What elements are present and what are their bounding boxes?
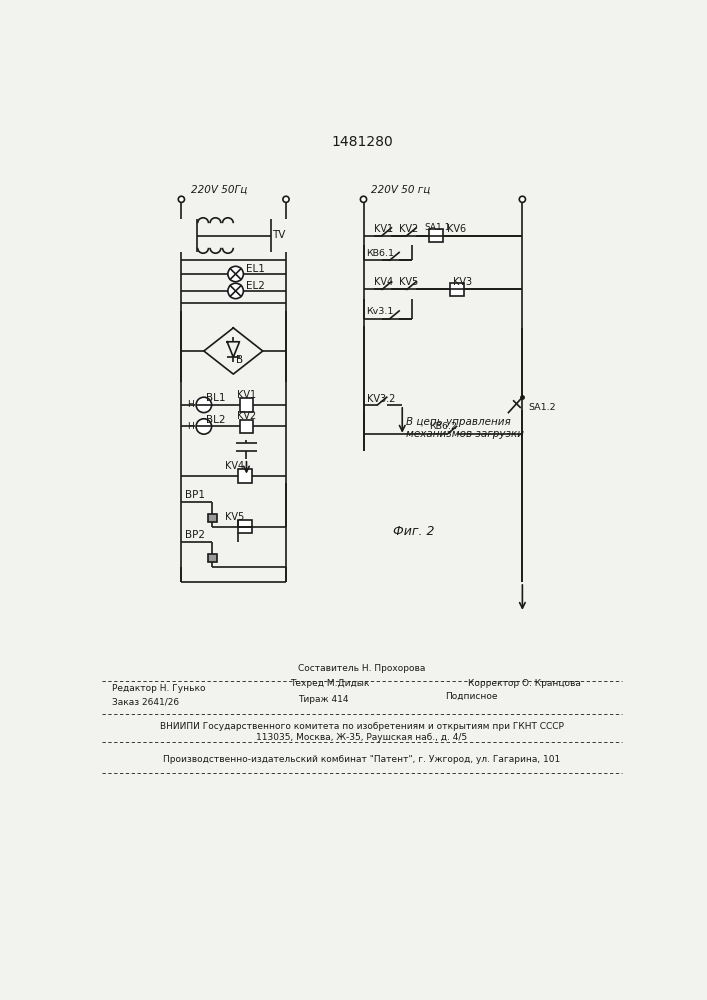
- Text: механизмов загрузки: механизмов загрузки: [406, 429, 524, 439]
- Bar: [240, 398, 253, 412]
- Bar: [240, 420, 253, 433]
- Bar: [208, 554, 217, 562]
- Bar: [208, 514, 217, 522]
- Text: KV2: KV2: [399, 224, 419, 234]
- Text: KV1: KV1: [374, 224, 394, 234]
- Bar: [238, 469, 252, 483]
- Text: ВР2: ВР2: [185, 530, 205, 540]
- Text: BL2: BL2: [206, 415, 226, 425]
- Text: SA1.2: SA1.2: [529, 403, 556, 412]
- Text: Кv3.1: Кv3.1: [367, 307, 394, 316]
- Text: TV: TV: [272, 231, 286, 240]
- Text: KV5: KV5: [225, 512, 244, 522]
- Circle shape: [228, 266, 243, 282]
- Text: KV3.2: KV3.2: [367, 394, 395, 404]
- Text: ВНИИПИ Государственного комитета по изобретениям и открытиям при ГКНТ СССР: ВНИИПИ Государственного комитета по изоб…: [160, 722, 564, 731]
- Text: КВ6.1: КВ6.1: [367, 249, 395, 258]
- Text: KV6: KV6: [448, 224, 467, 234]
- Text: KV5: KV5: [399, 277, 419, 287]
- Text: EL2: EL2: [246, 281, 264, 291]
- Circle shape: [228, 283, 243, 299]
- Bar: [238, 520, 252, 533]
- Bar: [428, 229, 443, 242]
- Circle shape: [519, 196, 525, 202]
- Text: 220V 50Гц: 220V 50Гц: [192, 184, 248, 194]
- Text: Редактор Н. Гунько: Редактор Н. Гунько: [112, 684, 205, 693]
- Text: KV4: KV4: [374, 277, 394, 287]
- Text: BL1: BL1: [206, 393, 226, 403]
- Text: КВ6.2: КВ6.2: [429, 422, 457, 431]
- Text: Составитель Н. Прохорова: Составитель Н. Прохорова: [298, 664, 426, 673]
- Text: Подписное: Подписное: [445, 691, 498, 700]
- Text: KV1: KV1: [237, 390, 257, 400]
- Text: Тираж 414: Тираж 414: [298, 695, 348, 704]
- Text: В цепь управления: В цепь управления: [406, 417, 511, 427]
- Circle shape: [361, 196, 367, 202]
- Text: Н: Н: [187, 400, 194, 409]
- Text: EL1: EL1: [246, 264, 264, 274]
- Circle shape: [283, 196, 289, 202]
- Text: Корректор О. Кранцова: Корректор О. Кранцова: [468, 679, 581, 688]
- Text: KV2: KV2: [237, 411, 257, 421]
- Circle shape: [196, 397, 211, 413]
- Bar: [450, 283, 464, 296]
- Text: Техред М.Дидык: Техред М.Дидык: [290, 679, 369, 688]
- Text: В: В: [236, 355, 243, 365]
- Text: Н: Н: [187, 422, 194, 431]
- Text: 113035, Москва, Ж-35, Раушская наб., д. 4/5: 113035, Москва, Ж-35, Раушская наб., д. …: [257, 733, 467, 742]
- Text: Заказ 2641/26: Заказ 2641/26: [112, 698, 179, 707]
- Text: 220V 50 гц: 220V 50 гц: [371, 184, 431, 194]
- Circle shape: [178, 196, 185, 202]
- Text: KV3: KV3: [453, 277, 472, 287]
- Text: SA1.1: SA1.1: [424, 223, 450, 232]
- Text: 1481280: 1481280: [331, 135, 393, 149]
- Text: KV4: KV4: [225, 461, 244, 471]
- Circle shape: [196, 419, 211, 434]
- Text: Производственно-издательский комбинат "Патент", г. Ужгород, ул. Гагарина, 101: Производственно-издательский комбинат "П…: [163, 755, 561, 764]
- Text: Фиг. 2: Фиг. 2: [393, 525, 435, 538]
- Text: ВР1: ВР1: [185, 490, 205, 500]
